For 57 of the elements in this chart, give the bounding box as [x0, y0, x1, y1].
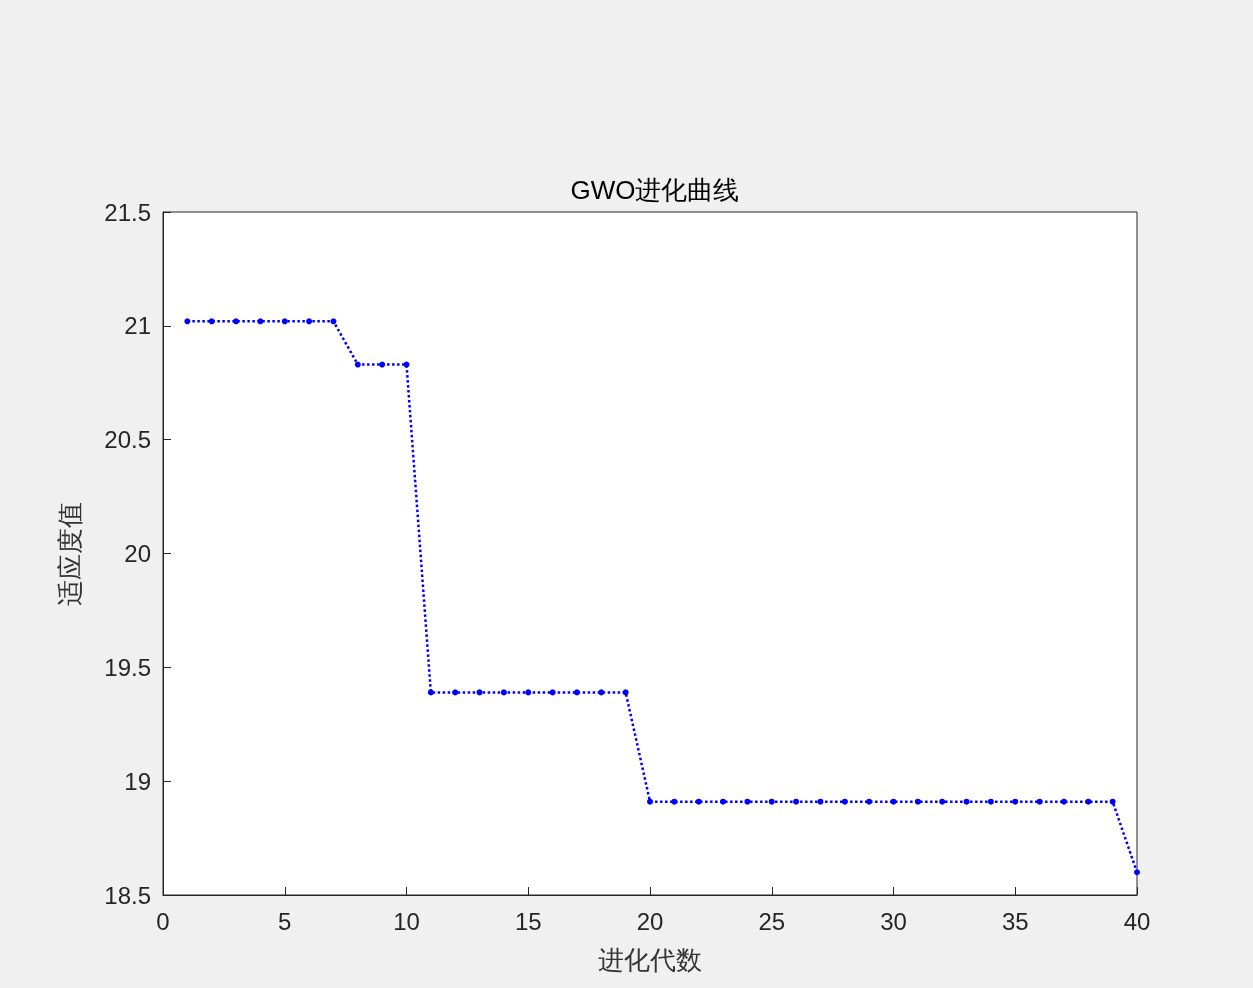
point [914, 798, 921, 805]
y-tick-label: 21.5 [104, 198, 151, 226]
point [354, 361, 361, 368]
point [281, 318, 288, 325]
y-tick-label: 21 [124, 312, 151, 340]
y-axis-title: 适应度值 [55, 501, 85, 606]
point [403, 361, 410, 368]
point [1085, 798, 1092, 805]
y-tick-label: 19.5 [104, 653, 151, 681]
point [647, 798, 653, 805]
point [1060, 798, 1067, 805]
x-tick-label: 40 [1123, 907, 1151, 935]
point [1134, 869, 1140, 876]
point [768, 798, 775, 805]
y-tick-label: 20 [124, 540, 151, 567]
point [476, 689, 483, 696]
point [573, 689, 580, 696]
point [939, 798, 946, 805]
point [208, 318, 215, 325]
x-tick-label: 30 [880, 907, 907, 935]
point [841, 798, 848, 805]
y-tick-label: 20.5 [104, 426, 151, 454]
point [427, 689, 434, 696]
point [987, 798, 994, 805]
x-tick-label: 5 [278, 907, 292, 935]
point [1109, 798, 1116, 805]
point [452, 689, 459, 696]
point [671, 798, 678, 805]
point [330, 318, 337, 325]
point [500, 689, 507, 696]
x-axis-title: 进化代数 [598, 945, 702, 975]
point [257, 318, 264, 325]
point [817, 798, 824, 805]
point [1012, 798, 1019, 805]
point [1036, 798, 1043, 805]
x-tick-label: 0 [156, 907, 170, 935]
point [744, 798, 751, 805]
x-tick-label: 25 [758, 907, 786, 935]
point [866, 798, 873, 805]
point [720, 798, 727, 805]
point [233, 318, 240, 325]
x-tick-label: 10 [393, 907, 420, 935]
point [793, 798, 800, 805]
y-tick-label: 19 [124, 767, 151, 795]
point [306, 318, 313, 325]
y-tick-label: 18.5 [104, 881, 151, 909]
x-tick-label: 35 [1001, 907, 1029, 935]
x-tick-label: 15 [514, 907, 542, 935]
point [622, 689, 629, 696]
point [695, 798, 702, 805]
point [184, 318, 191, 325]
point [549, 689, 556, 696]
point [379, 361, 386, 368]
chart-title: GWO进化曲线 [570, 175, 740, 205]
point [598, 689, 605, 696]
point [525, 689, 532, 696]
x-tick-label: 20 [636, 907, 664, 935]
